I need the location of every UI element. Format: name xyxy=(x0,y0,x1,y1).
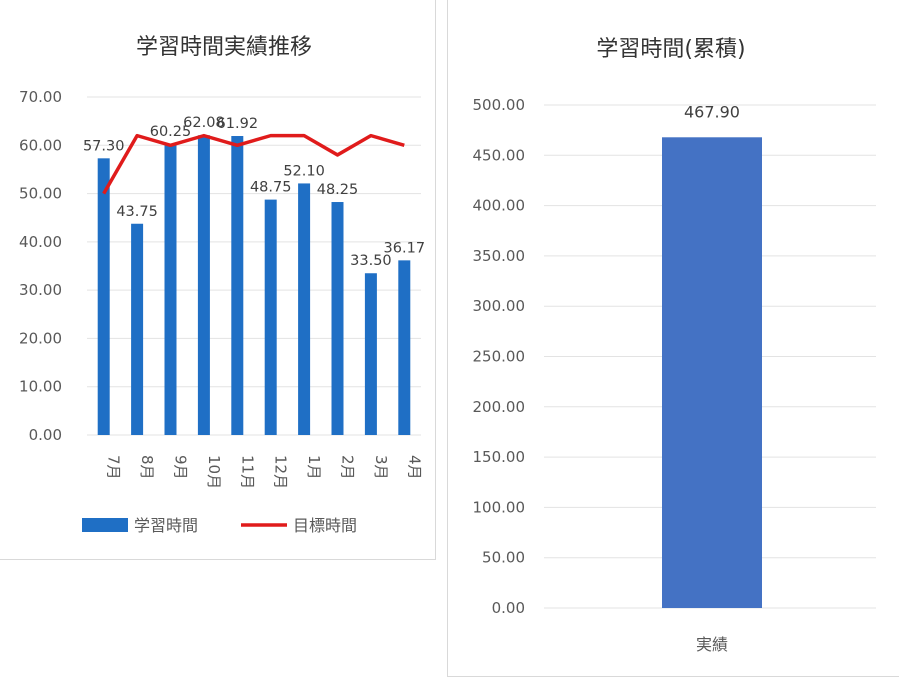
y-tick-label: 0.00 xyxy=(29,426,62,444)
y-tick-label: 450.00 xyxy=(473,146,526,164)
y-tick-label: 30.00 xyxy=(19,281,62,299)
bar xyxy=(164,144,177,436)
cumulative-chart-panel: 学習時間(累積) 0.00 50.00 100.00 150.00 200.00 250.… xyxy=(447,0,899,677)
x-tick-label: 3月 xyxy=(372,455,390,480)
legend-label: 目標時間 xyxy=(293,516,357,535)
bar xyxy=(197,135,210,435)
legend-swatch-bar xyxy=(82,518,128,532)
y-tick-label: 400.00 xyxy=(473,197,526,215)
x-tick-label: 2月 xyxy=(339,455,357,480)
y-tick-label: 500.00 xyxy=(473,96,526,114)
x-tick-label: 7月 xyxy=(105,455,123,480)
bar xyxy=(298,183,311,435)
x-tick-label: 10月 xyxy=(205,455,223,489)
bar xyxy=(331,202,344,435)
monthly-chart-panel: 学習時間実績推移 0.00 10.00 20.00 30.00 40.00 50.00 60… xyxy=(0,0,436,560)
y-tick-label: 0.00 xyxy=(492,599,525,617)
y-tick-label: 70.00 xyxy=(19,88,62,106)
bar xyxy=(398,260,411,435)
y-tick-label: 300.00 xyxy=(473,297,526,315)
target-line xyxy=(102,133,405,195)
data-label: 52.10 xyxy=(283,163,325,179)
data-label: 33.50 xyxy=(350,253,392,269)
data-label: 467.90 xyxy=(684,102,740,121)
data-label: 36.17 xyxy=(384,240,426,256)
bar xyxy=(131,223,144,435)
bar xyxy=(264,199,277,435)
chart-title: 学習時間実績推移 xyxy=(136,35,312,60)
data-label: 60.25 xyxy=(150,124,192,140)
y-tick-label: 50.00 xyxy=(482,549,525,567)
y-tick-label: 40.00 xyxy=(19,233,62,251)
data-label: 48.25 xyxy=(317,182,359,198)
cumulative-study-chart: 学習時間(累積) 0.00 50.00 100.00 150.00 200.00 250.… xyxy=(473,37,876,654)
bar xyxy=(364,273,377,435)
data-label: 62.08 xyxy=(183,115,225,131)
y-tick-label: 150.00 xyxy=(473,448,526,466)
x-tick-label: 11月 xyxy=(238,455,256,489)
y-tick-label: 20.00 xyxy=(19,329,62,347)
x-tick-label: 8月 xyxy=(138,455,156,480)
x-tick-label: 1月 xyxy=(305,455,323,480)
data-label: 57.30 xyxy=(83,138,125,154)
y-tick-label: 60.00 xyxy=(19,136,62,154)
bar xyxy=(97,158,110,435)
x-tick-label: 9月 xyxy=(172,455,190,480)
data-label: 48.75 xyxy=(250,180,292,196)
y-tick-label: 350.00 xyxy=(473,247,526,265)
data-label: 43.75 xyxy=(116,204,158,220)
y-tick-label: 250.00 xyxy=(473,348,526,366)
x-tick-label: 12月 xyxy=(272,455,290,489)
bar xyxy=(231,136,244,435)
chart-title: 学習時間(累積) xyxy=(596,37,745,62)
legend-label: 学習時間 xyxy=(134,516,198,535)
data-label: 61.92 xyxy=(217,116,259,132)
monthly-study-chart: 学習時間実績推移 0.00 10.00 20.00 30.00 40.00 50.00 60… xyxy=(19,35,426,535)
y-tick-label: 200.00 xyxy=(473,398,526,416)
x-tick-label: 4月 xyxy=(405,455,423,480)
bar xyxy=(662,137,762,608)
y-tick-label: 100.00 xyxy=(473,498,526,516)
x-tick-label: 実績 xyxy=(696,635,728,654)
y-tick-label: 10.00 xyxy=(19,378,62,396)
y-tick-label: 50.00 xyxy=(19,185,62,203)
